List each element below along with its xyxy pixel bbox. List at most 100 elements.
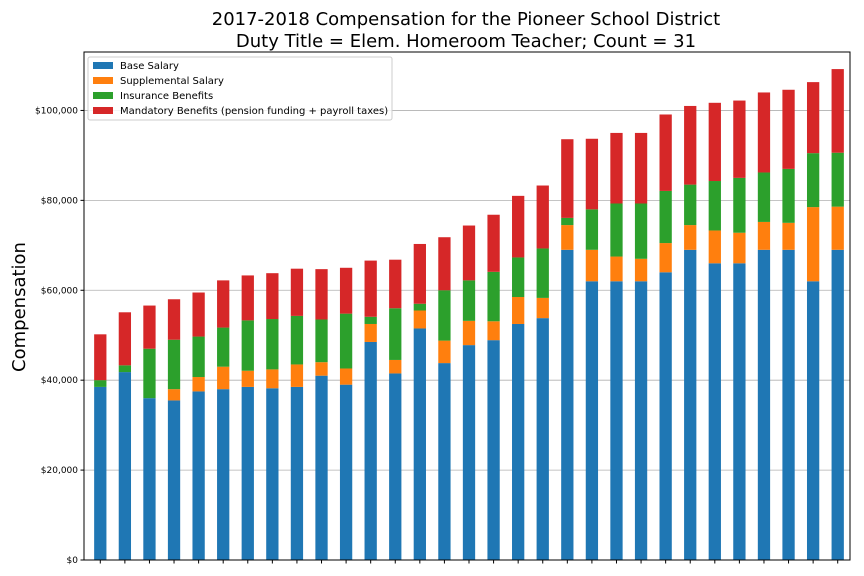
bar-segment-0-11 <box>364 341 377 560</box>
bar-segment-2-12 <box>389 308 402 360</box>
chart-subtitle: Duty Title = Elem. Homeroom Teacher; Cou… <box>236 31 696 52</box>
bar-segment-0-18 <box>536 318 549 560</box>
bar-segment-3-13 <box>413 243 426 304</box>
bar-segment-2-29 <box>806 153 820 208</box>
bar-segment-0-24 <box>684 249 697 561</box>
bar-segment-2-15 <box>462 280 476 321</box>
bar-segment-0-13 <box>413 328 426 560</box>
bar-segment-3-30 <box>831 69 844 153</box>
legend-label-2: Insurance Benefits <box>120 91 213 102</box>
bar-segment-1-4 <box>192 377 205 392</box>
bar-segment-3-3 <box>167 299 181 340</box>
bar-segment-0-15 <box>462 345 476 560</box>
bar-segment-0-14 <box>438 363 451 560</box>
bar-segment-1-13 <box>413 310 426 329</box>
bar-segment-2-14 <box>438 290 451 341</box>
bar-segment-3-10 <box>339 267 353 314</box>
bar-segment-2-30 <box>831 152 844 207</box>
bar-segment-0-3 <box>167 400 181 560</box>
y-tick-label-5: $100,000 <box>35 106 78 116</box>
bar-segment-1-18 <box>536 297 549 319</box>
y-tick-label-1: $20,000 <box>41 466 78 476</box>
bar-segment-1-11 <box>364 323 377 342</box>
bar-segment-1-29 <box>806 207 820 282</box>
legend-swatch-3 <box>93 107 113 114</box>
legend-label-3: Mandatory Benefits (pension funding + pa… <box>120 106 388 117</box>
bar-segment-1-5 <box>217 366 230 390</box>
bar-segment-0-22 <box>634 281 648 560</box>
bar-segment-2-7 <box>266 319 279 370</box>
bar-segment-1-21 <box>610 256 623 282</box>
bar-segment-3-27 <box>757 92 771 173</box>
bar-segment-3-14 <box>438 237 451 291</box>
bar-segment-1-7 <box>266 369 279 389</box>
legend-label-0: Base Salary <box>120 61 179 72</box>
bar-segment-0-26 <box>733 263 746 560</box>
bar-segment-1-15 <box>462 320 476 346</box>
bar-segment-1-20 <box>585 249 599 282</box>
legend-swatch-1 <box>93 77 113 84</box>
bar-segment-0-17 <box>512 323 525 560</box>
bar-segment-1-9 <box>315 362 328 376</box>
bar-segment-2-1 <box>118 365 132 373</box>
bar-segment-2-24 <box>684 184 697 226</box>
bar-segment-3-21 <box>610 132 623 204</box>
bar-segment-1-30 <box>831 206 844 250</box>
bar-segment-2-9 <box>315 319 328 363</box>
bar-segment-2-5 <box>217 327 230 367</box>
bar-segment-3-5 <box>217 280 230 328</box>
y-tick-label-0: $0 <box>67 556 79 566</box>
bar-segment-2-21 <box>610 203 623 257</box>
bar-segment-0-28 <box>782 249 795 561</box>
bar-segment-1-17 <box>512 297 525 324</box>
bar-segment-2-26 <box>733 177 746 233</box>
bar-segment-1-14 <box>438 340 451 364</box>
bar-segment-0-2 <box>143 398 156 560</box>
bar-segment-2-2 <box>143 348 156 399</box>
bar-segment-2-23 <box>659 190 672 244</box>
y-axis: $0 $20,000 $40,000 $60,000 $80,000 $100,000 <box>35 106 84 566</box>
bar-segment-3-19 <box>561 139 574 218</box>
legend-swatch-2 <box>93 92 113 99</box>
bar-segment-2-19 <box>561 217 574 226</box>
bar-segment-3-18 <box>536 185 549 249</box>
bar-segment-3-6 <box>241 275 254 321</box>
bars-group <box>94 69 844 561</box>
bar-segment-3-23 <box>659 114 672 191</box>
bar-segment-0-6 <box>241 386 254 560</box>
plot-frame <box>83 51 851 561</box>
bar-segment-2-16 <box>487 271 500 322</box>
bar-segment-1-8 <box>290 364 304 387</box>
x-axis <box>99 560 839 564</box>
bar-segment-3-17 <box>512 195 525 258</box>
bar-segment-1-27 <box>757 221 771 250</box>
bar-segment-3-9 <box>315 269 328 320</box>
bar-segment-2-22 <box>634 203 648 259</box>
bar-segment-0-8 <box>290 386 304 560</box>
bar-segment-3-2 <box>143 305 156 349</box>
y-tick-label-2: $40,000 <box>41 376 78 386</box>
bar-segment-3-16 <box>487 214 500 272</box>
bar-segment-3-0 <box>94 334 107 381</box>
bar-segment-1-24 <box>684 225 697 250</box>
bar-segment-0-7 <box>266 388 279 560</box>
bar-segment-3-7 <box>266 273 279 320</box>
bar-segment-2-13 <box>413 303 426 311</box>
bar-segment-1-3 <box>167 389 181 401</box>
bar-segment-2-25 <box>708 181 721 231</box>
bar-segment-1-23 <box>659 243 672 273</box>
bar-segment-0-10 <box>339 384 353 560</box>
bar-segment-3-12 <box>389 259 402 309</box>
bar-segment-0-0 <box>94 386 107 560</box>
bar-segment-1-10 <box>339 368 353 385</box>
bar-segment-2-6 <box>241 320 254 371</box>
bar-segment-2-8 <box>290 315 304 365</box>
y-tick-label-4: $80,000 <box>41 196 78 206</box>
bar-segment-0-4 <box>192 391 205 560</box>
bar-segment-0-1 <box>118 372 132 560</box>
bar-segment-0-21 <box>610 281 623 560</box>
bar-segment-1-28 <box>782 222 795 250</box>
bar-segment-2-3 <box>167 339 181 390</box>
bar-segment-1-25 <box>708 230 721 264</box>
